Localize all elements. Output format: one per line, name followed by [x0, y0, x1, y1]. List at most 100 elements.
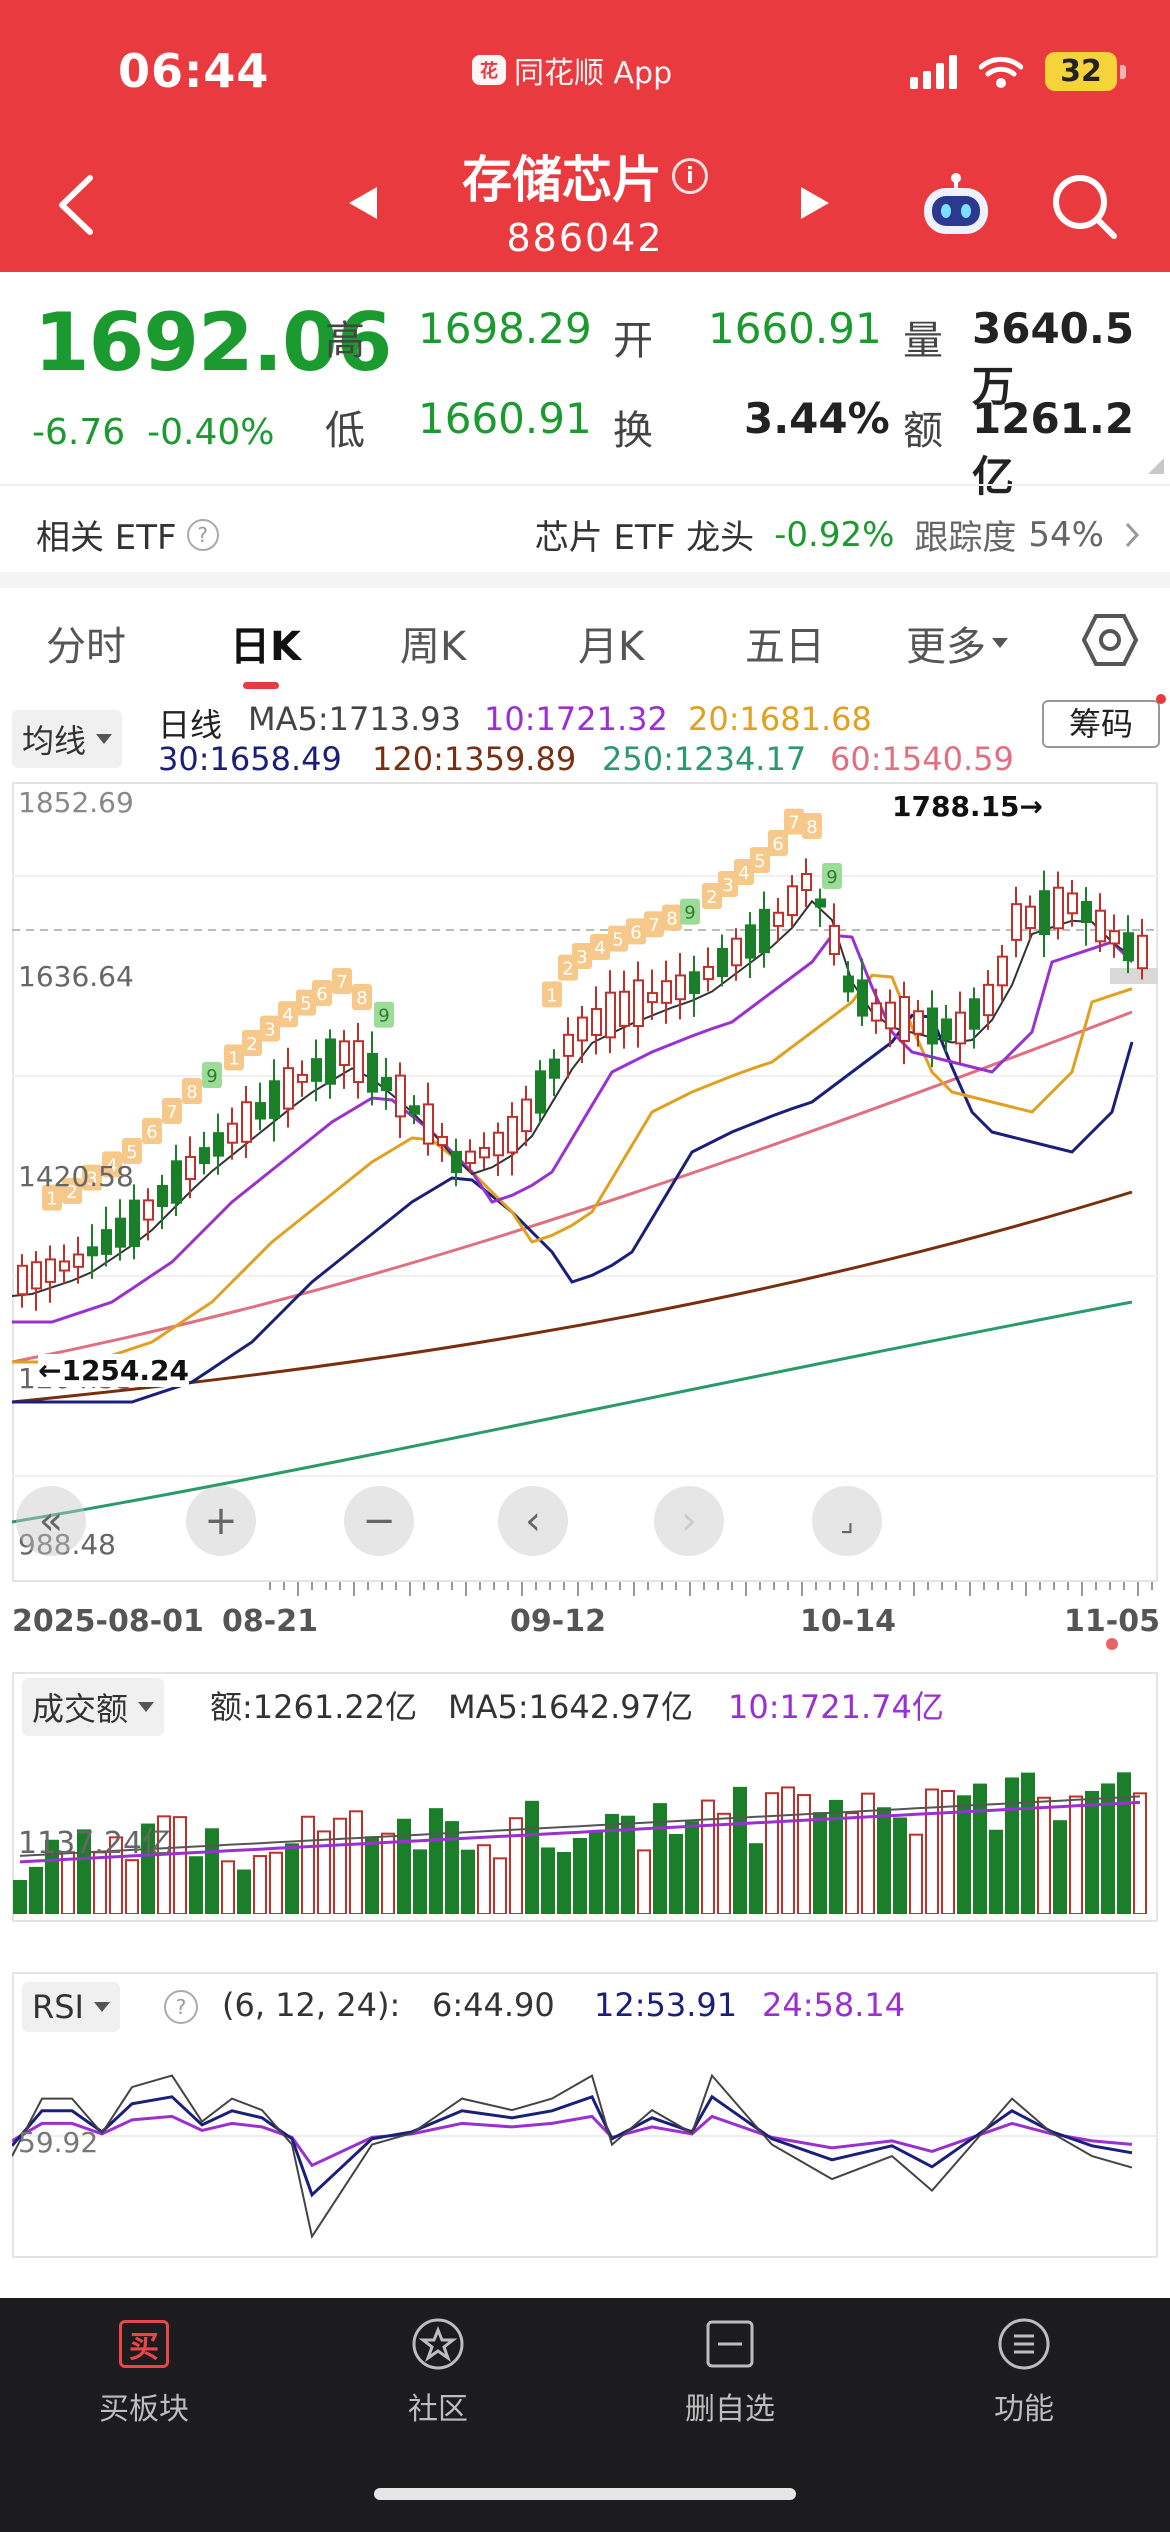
- rsi6-line: [12, 2073, 1133, 2240]
- candle-body: [619, 990, 630, 1027]
- volume-bar: [1101, 1783, 1115, 1914]
- tab-intraday[interactable]: 分时: [46, 624, 126, 670]
- info-icon[interactable]: i: [672, 158, 708, 194]
- volume-legend: 成交额 额:1261.22亿 MA5:1642.97亿 10:1721.74亿: [0, 1672, 1170, 1742]
- volume-bar: [621, 1815, 635, 1914]
- volume-bar: [221, 1860, 235, 1914]
- remove-icon: [706, 2320, 754, 2368]
- rsi12-line: [12, 2094, 1133, 2198]
- svg-text:8: 8: [186, 1082, 197, 1103]
- volume-bar: [685, 1821, 699, 1914]
- tab-five-day[interactable]: 五日: [745, 624, 825, 670]
- candle-body: [241, 1101, 252, 1143]
- volume-bar: [669, 1833, 683, 1914]
- volume-axis-label: 1137.24亿: [18, 1826, 173, 1861]
- functions-button[interactable]: 功能: [924, 2316, 1124, 2428]
- volume-bar: [285, 1843, 299, 1914]
- volume-bar: [861, 1792, 875, 1914]
- candle-body: [549, 1058, 560, 1079]
- ai-assistant-robot-icon[interactable]: [918, 172, 994, 238]
- candle-body: [1025, 905, 1036, 930]
- volume-bar: [877, 1807, 891, 1914]
- y-axis-label: 1420.58: [18, 1160, 134, 1193]
- candle-body: [815, 898, 826, 908]
- volume-bar: [973, 1783, 987, 1914]
- back-button[interactable]: [48, 170, 108, 240]
- volume-chart[interactable]: [12, 1742, 1158, 1914]
- volume-bar: [701, 1799, 715, 1914]
- volume-bar: [445, 1821, 459, 1914]
- related-etf-label: 相关 ETF: [36, 518, 177, 558]
- date-label: 11-05: [1064, 1604, 1160, 1639]
- low-annotation: ←1254.24: [38, 1354, 189, 1387]
- rsi-chart[interactable]: [12, 2040, 1158, 2260]
- rsi-params: (6, 12, 24):: [222, 1986, 401, 2024]
- scroll-right-button[interactable]: ›: [654, 1486, 724, 1556]
- td-sequence-marker: 2: [62, 1178, 82, 1204]
- td-sequence-marker: 5: [296, 989, 316, 1016]
- tab-daily-k[interactable]: 日K: [230, 624, 301, 670]
- indicator-selector[interactable]: 均线: [12, 710, 123, 768]
- td-sequence-marker: 7: [162, 1098, 182, 1124]
- candle-body: [577, 1016, 588, 1042]
- expand-corner-icon[interactable]: [1148, 458, 1164, 474]
- td-sequence-marker: 6: [768, 830, 788, 856]
- volume-bar: [1053, 1820, 1067, 1914]
- current-date-marker: [1106, 1638, 1118, 1650]
- volume-bar: [29, 1866, 43, 1914]
- rsi6-value: 6:44.90: [432, 1986, 555, 2024]
- ma120-value: 120:1359.89: [372, 740, 577, 778]
- volume-bar: [317, 1830, 331, 1914]
- ma250-value: 250:1234.17: [602, 740, 807, 778]
- signal-icon: [910, 54, 957, 89]
- candle-body: [717, 947, 728, 978]
- battery-level: 32: [1045, 52, 1117, 91]
- y-axis-label: 988.48: [18, 1528, 116, 1561]
- quote-panel: 1692.06 -6.76 -0.40% 高 1698.29 开 1660.91 …: [0, 272, 1170, 501]
- svg-text:6: 6: [772, 834, 783, 855]
- previous-sector-button[interactable]: [345, 183, 381, 223]
- fullscreen-button[interactable]: ⌟: [812, 1486, 882, 1556]
- search-button[interactable]: [1048, 170, 1120, 242]
- status-icons: 32: [910, 52, 1126, 91]
- buy-sector-label: 买板块: [99, 2392, 189, 2427]
- tab-more[interactable]: 更多: [906, 614, 1008, 672]
- etf-change: -0.92%: [774, 514, 895, 555]
- volume-bar: [845, 1812, 859, 1914]
- zoom-out-history-button[interactable]: «: [16, 1486, 86, 1556]
- scroll-left-button[interactable]: ‹: [498, 1486, 568, 1556]
- community-button[interactable]: 社区: [338, 2316, 538, 2428]
- help-icon[interactable]: ?: [186, 518, 219, 551]
- caret-down-icon: [992, 638, 1008, 648]
- candle-body: [17, 1264, 28, 1296]
- remove-watchlist-button[interactable]: 删自选: [630, 2316, 830, 2428]
- high-value: 1698.29: [418, 304, 592, 353]
- candle-body: [45, 1258, 56, 1283]
- rsi24-value: 24:58.14: [762, 1986, 906, 2024]
- volume-bar: [1005, 1777, 1019, 1914]
- chips-button[interactable]: 筹码: [1042, 700, 1160, 748]
- related-etf-row[interactable]: 相关 ETF ? 芯片 ETF 龙头 -0.92% 跟踪度 54%: [0, 484, 1170, 572]
- svg-text:5: 5: [612, 930, 623, 951]
- td-sequence-marker: 7: [644, 911, 664, 938]
- tab-weekly-k[interactable]: 周K: [400, 624, 467, 670]
- svg-text:7: 7: [788, 813, 799, 834]
- td-sequence-marker: 4: [278, 1001, 298, 1028]
- buy-sector-button[interactable]: 买 买板块: [44, 2316, 244, 2428]
- candle-body: [1011, 903, 1022, 941]
- top-header: 06:44 花 同花顺 App 32 存储芯片 i 886042: [0, 0, 1170, 272]
- next-sector-button[interactable]: [797, 183, 833, 223]
- rsi-selector[interactable]: RSI: [22, 1982, 120, 2032]
- candle-body: [325, 1038, 336, 1085]
- candle-body: [885, 1001, 896, 1030]
- volume-selector[interactable]: 成交额: [22, 1678, 165, 1736]
- tab-monthly-k[interactable]: 月K: [578, 624, 645, 670]
- zoom-in-button[interactable]: +: [186, 1486, 256, 1556]
- candle-body: [115, 1217, 126, 1248]
- change-percent: -0.40%: [147, 412, 275, 453]
- help-icon[interactable]: ?: [164, 1990, 198, 2024]
- td-sequence-marker: 1: [542, 981, 562, 1008]
- zoom-out-button[interactable]: −: [344, 1486, 414, 1556]
- chart-settings-icon[interactable]: [1082, 612, 1138, 668]
